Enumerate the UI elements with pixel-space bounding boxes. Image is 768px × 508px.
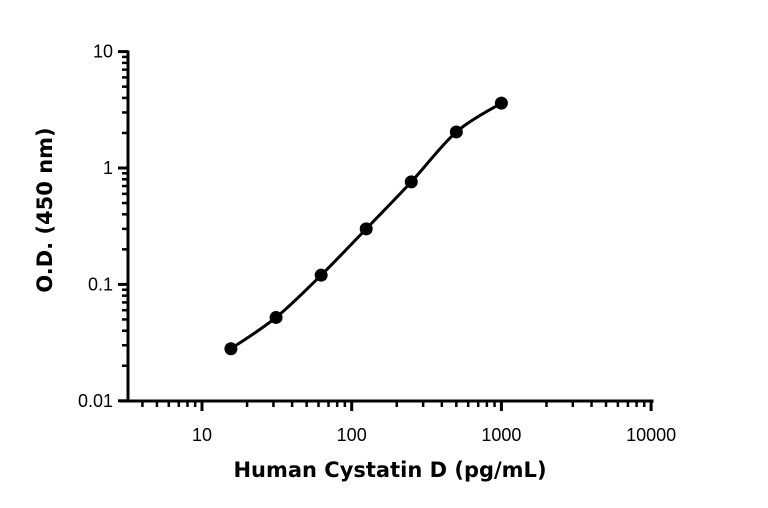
data-point-marker (224, 342, 238, 356)
data-point-marker (269, 310, 283, 324)
y-tick-label: 0.1 (88, 274, 113, 294)
data-point-marker (494, 96, 508, 110)
data-points (224, 96, 508, 356)
data-point-marker (404, 175, 418, 189)
x-axis: 10 100 1000 10000 (120, 399, 676, 445)
y-tick-label: 10 (93, 42, 113, 62)
y-tick-label: 1 (103, 158, 113, 178)
x-tick-label: 10000 (626, 425, 676, 445)
data-point-marker (449, 125, 463, 139)
x-tick-label: 100 (337, 425, 367, 445)
x-tick-label: 1000 (481, 425, 521, 445)
y-tick-label: 0.01 (78, 391, 113, 411)
data-point-marker (359, 222, 373, 236)
y-axis: 0.01 0.1 1 10 (78, 42, 130, 411)
x-tick-label: 10 (192, 425, 212, 445)
y-axis-title: O.D. (450 nm) (33, 127, 57, 292)
x-axis-title: Human Cystatin D (pg/mL) (233, 458, 546, 482)
data-point-marker (314, 268, 328, 282)
